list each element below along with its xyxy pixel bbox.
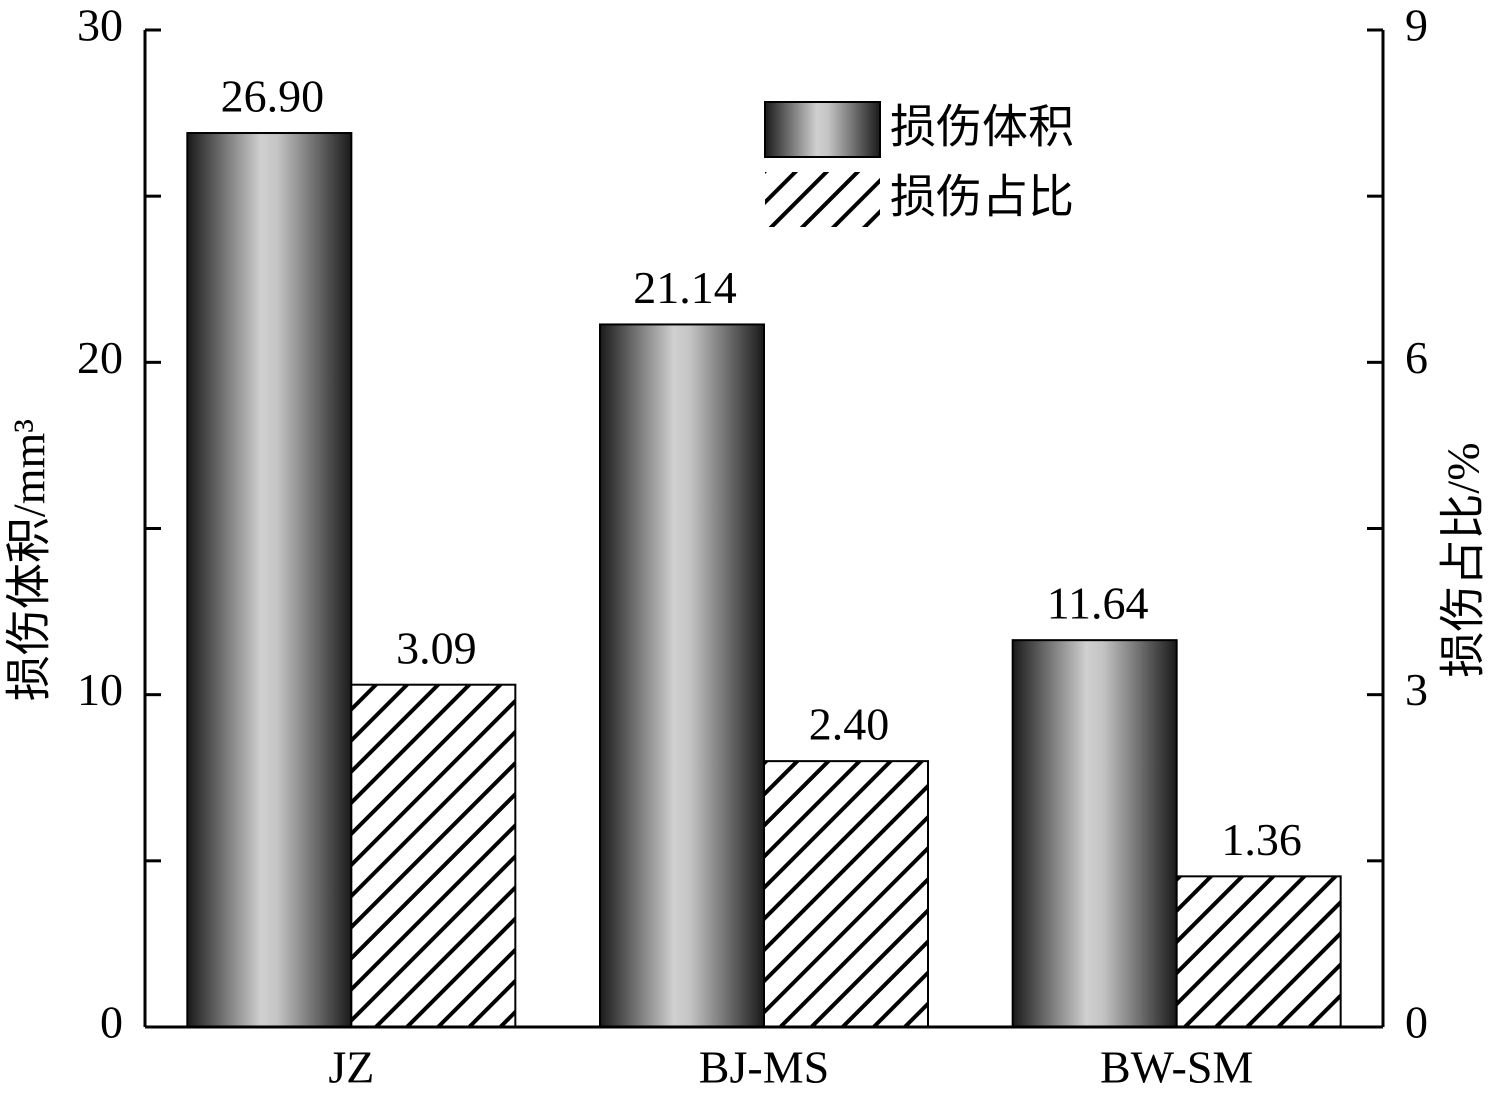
x-tick-label: BJ-MS: [699, 1042, 829, 1093]
legend-swatch: [764, 101, 881, 158]
y-tick-label: 20: [77, 332, 123, 383]
y-tick-label: 10: [77, 664, 123, 715]
y2-axis-label: 损伤占比/%: [1438, 442, 1489, 677]
value-label: 2.40: [809, 699, 890, 750]
legend-swatch: [765, 172, 880, 227]
value-label: 1.36: [1221, 814, 1302, 865]
x-tick-label: BW-SM: [1100, 1042, 1253, 1093]
value-label: 26.90: [221, 71, 325, 122]
value-label: 3.09: [396, 622, 477, 673]
bar: [763, 760, 929, 1029]
bar: [599, 323, 765, 1028]
value-label: 21.14: [633, 262, 737, 313]
x-tick-label: JZ: [328, 1042, 374, 1093]
value-label: 11.64: [1047, 578, 1149, 629]
legend-label: 损伤占比: [890, 172, 1074, 223]
y-tick-label: 0: [100, 997, 123, 1048]
y2-tick-label: 3: [1405, 664, 1428, 715]
bar: [1011, 639, 1178, 1028]
bar: [350, 683, 517, 1028]
bar: [186, 132, 353, 1029]
y2-tick-label: 0: [1405, 997, 1428, 1048]
y-axis-label: 损伤体积/mm³: [4, 419, 55, 701]
bar: [1175, 875, 1342, 1028]
y-tick-label: 30: [77, 0, 123, 51]
legend-label: 损伤体积: [890, 102, 1074, 153]
y2-tick-label: 9: [1405, 0, 1428, 51]
y2-tick-label: 6: [1405, 332, 1428, 383]
